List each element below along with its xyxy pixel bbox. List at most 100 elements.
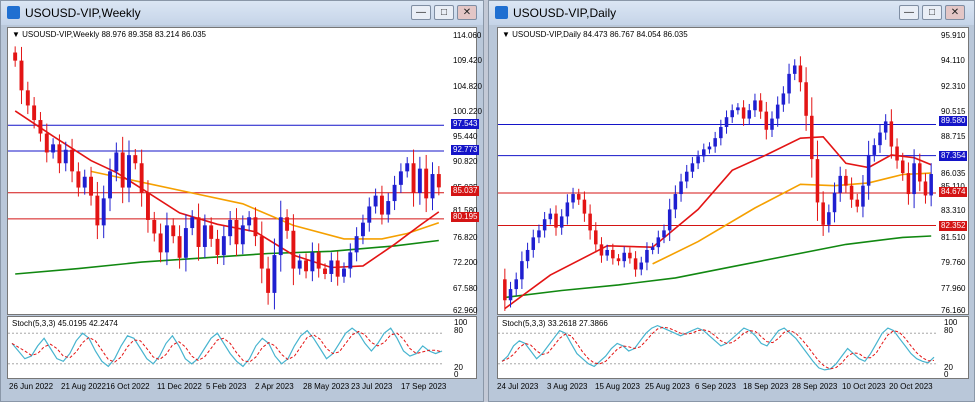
maximize-icon[interactable]: □ <box>922 5 942 20</box>
candle-body <box>605 249 609 256</box>
candle-body <box>310 252 315 272</box>
candle-body <box>190 217 195 229</box>
candle-body <box>667 209 672 231</box>
minimize-icon[interactable]: — <box>411 5 431 20</box>
candle-body <box>537 230 541 238</box>
candle-body <box>316 252 321 269</box>
candle-body <box>398 171 403 185</box>
candle-body <box>576 194 581 200</box>
candle-body <box>503 279 507 301</box>
candle-body <box>127 155 131 188</box>
candle-body <box>508 289 513 301</box>
candle-body <box>25 90 30 106</box>
candle-body <box>639 262 644 270</box>
candle-body <box>889 121 894 147</box>
daily-stoch-plot[interactable]: Stoch(5,3,3) 33.2618 27.3866 100 80 20 0 <box>497 316 969 379</box>
stoch-tick: 80 <box>944 326 953 335</box>
weekly-titlebar[interactable]: USOUSD-VIP,Weekly — □ ✕ <box>1 1 483 25</box>
x-tick-label: 6 Sep 2023 <box>695 382 736 391</box>
candle-body <box>878 132 882 146</box>
candle-body <box>95 195 100 226</box>
candle-body <box>120 152 125 188</box>
candle-body <box>19 60 24 91</box>
candle-body <box>196 217 201 247</box>
candle-body <box>702 149 706 157</box>
y-tick: 79.760 <box>941 258 966 267</box>
y-tick: 81.510 <box>941 233 966 242</box>
candle-body <box>707 146 712 150</box>
candle-body <box>13 52 18 61</box>
candle-body <box>724 117 729 127</box>
candle-body <box>753 100 757 111</box>
candle-body <box>622 252 626 262</box>
candle-body <box>297 260 302 269</box>
y-tick: 72.200 <box>453 258 478 267</box>
maximize-icon[interactable]: □ <box>434 5 454 20</box>
candle-body <box>215 238 220 256</box>
candle-body <box>758 100 763 112</box>
x-tick-label: 28 May 2023 <box>303 382 350 391</box>
x-tick-label: 5 Feb 2023 <box>206 382 247 391</box>
y-tick: 62.960 <box>453 306 478 315</box>
price-label-blue: 92.773 <box>451 145 480 155</box>
candle-body <box>514 279 518 290</box>
candle-body <box>787 73 791 94</box>
candle-body <box>171 225 176 237</box>
weekly-main-plot[interactable]: ▼ USOUSD-VIP,Weekly 88.976 89.358 83.214… <box>7 27 482 315</box>
chart-window-icon <box>7 6 20 19</box>
candle-body <box>883 121 888 133</box>
y-tick: 83.310 <box>941 206 966 215</box>
price-label-red: 85.037 <box>451 186 480 196</box>
candle-body <box>633 258 638 270</box>
stoch-d-line <box>501 326 935 370</box>
price-label-red: 80.195 <box>451 212 480 222</box>
candle-body <box>323 268 327 274</box>
candle-body <box>285 217 290 231</box>
candle-body <box>411 163 416 193</box>
candle-body <box>367 206 372 223</box>
x-tick-label: 2 Apr 2023 <box>255 382 294 391</box>
candle-body <box>354 236 359 253</box>
daily-main-plot[interactable]: ▼ USOUSD-VIP,Daily 84.473 86.767 84.054 … <box>497 27 969 315</box>
dropdown-triangle-icon[interactable]: ▼ <box>502 30 510 39</box>
candle-body <box>525 249 530 262</box>
candle-body <box>164 225 169 253</box>
candle-body <box>861 185 865 207</box>
candle-body <box>719 126 723 139</box>
chart-window-icon <box>495 6 508 19</box>
price-label-blue: 89.580 <box>939 116 968 126</box>
candle-body <box>430 174 435 199</box>
x-tick-label: 21 Aug 2022 <box>61 382 106 391</box>
close-icon[interactable]: ✕ <box>457 5 477 20</box>
ma-mid-line <box>652 172 932 265</box>
close-icon[interactable]: ✕ <box>945 5 965 20</box>
daily-stochastic-chart <box>498 324 936 371</box>
candle-body <box>89 176 94 196</box>
x-tick-label: 25 Aug 2023 <box>645 382 690 391</box>
stoch-tick: 20 <box>944 363 953 372</box>
stoch-k-line <box>501 324 935 371</box>
candle-body <box>736 107 740 111</box>
candle-body <box>792 65 797 74</box>
candle-body <box>645 249 649 263</box>
candle-body <box>342 268 346 277</box>
candle-body <box>139 163 144 193</box>
weekly-stoch-plot[interactable]: Stoch(5,3,3) 45.0195 42.2474 100 80 20 0 <box>7 316 477 379</box>
daily-titlebar[interactable]: USOUSD-VIP,Daily — □ ✕ <box>489 1 974 25</box>
x-tick-label: 26 Jun 2022 <box>9 382 54 391</box>
stoch-tick: 80 <box>454 326 463 335</box>
minimize-icon[interactable]: — <box>899 5 919 20</box>
candle-body <box>679 181 683 195</box>
candle-body <box>571 194 575 203</box>
candle-body <box>379 195 384 215</box>
x-tick-label: 17 Sep 2023 <box>401 382 447 391</box>
candle-body <box>832 192 837 213</box>
candle-body <box>221 236 226 256</box>
candle-body <box>844 175 848 186</box>
candle-body <box>424 168 429 199</box>
dropdown-triangle-icon[interactable]: ▼ <box>12 30 20 39</box>
weekly-stochastic-chart <box>8 327 444 368</box>
stoch-d-line <box>11 330 443 363</box>
weekly-chart-window: USOUSD-VIP,Weekly — □ ✕ ▼ USOUSD-VIP,Wee… <box>0 0 484 402</box>
x-tick-label: 20 Oct 2023 <box>889 382 933 391</box>
